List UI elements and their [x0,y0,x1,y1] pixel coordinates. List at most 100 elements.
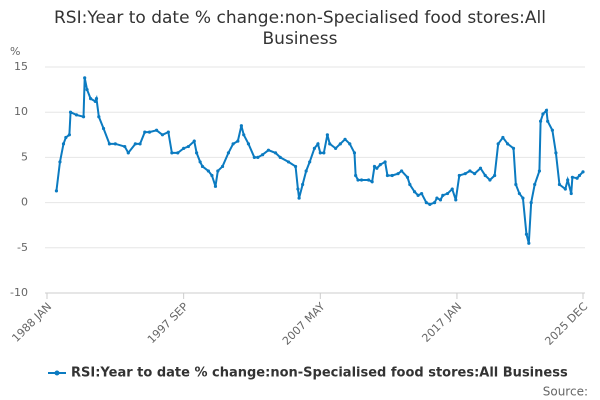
data-point [198,160,202,164]
data-point [385,173,390,178]
data-point [138,142,142,146]
data-point [408,182,412,187]
data-point [61,142,66,146]
data-point [544,108,549,112]
data-point [445,191,450,196]
data-point [483,173,487,178]
x-tick-label: 2017 JAN [419,300,464,345]
data-point [428,202,432,207]
data-point [301,182,305,187]
data-point [569,191,573,196]
data-point [493,173,497,178]
data-point [524,232,529,236]
data-point [546,119,550,123]
data-point [424,201,428,205]
data-point [83,76,87,80]
data-point [412,190,417,194]
data-point [454,198,458,202]
data-point [457,173,461,178]
data-point [566,178,570,182]
data-point [334,146,338,150]
data-point [97,115,101,119]
data-point [312,146,317,150]
data-point [147,130,152,134]
data-point [296,187,300,191]
y-tick-label: 10 [14,105,28,118]
data-point [273,151,278,155]
data-point [575,176,579,180]
data-point [420,191,424,196]
data-point [58,160,62,164]
data-point [216,169,220,173]
data-point [343,137,347,141]
data-point [195,151,199,155]
data-point [81,115,86,119]
data-point [577,173,582,178]
chart-title: RSI:Year to date % change:non-Specialise… [53,8,546,49]
data-point [517,191,521,196]
data-point [123,144,127,149]
data-point [318,151,322,155]
data-point [85,88,89,92]
data-point [370,180,374,184]
data-point [396,172,400,176]
data-point [304,169,308,173]
data-point [213,184,218,188]
data-point [416,193,420,197]
y-tick-label: -10 [10,286,28,299]
y-tick-label: 5 [21,150,28,163]
data-point [200,164,205,169]
data-point [256,155,260,159]
data-point [88,97,93,101]
data-point [468,169,472,173]
data-point [297,196,301,200]
data-point [260,153,265,157]
data-point [378,163,382,167]
data-point [581,170,585,174]
data-point [94,97,99,101]
data-point [554,151,558,155]
data-point [308,160,312,164]
data-point [550,128,554,132]
data-point [488,178,492,182]
data-point [496,142,500,146]
data-point [367,178,371,182]
data-point [242,133,246,137]
data-point [170,151,174,155]
data-point [463,172,467,176]
y-axis-label: % [10,45,20,58]
data-point [563,187,567,191]
data-point [143,130,147,134]
data-point [383,160,387,164]
x-tick-label: 1988 JAN [9,300,54,345]
data-point [154,128,159,132]
data-point [316,142,320,146]
data-point [101,126,106,131]
data-point [390,173,394,178]
x-tick-label: 1997 SEP [145,300,191,346]
data-point [501,135,505,140]
data-point [64,135,68,140]
data-point [126,151,130,155]
data-point [246,142,251,146]
data-point [375,166,379,170]
data-point [450,187,454,191]
data-point [107,142,112,146]
data-point [441,193,445,197]
data-point [557,182,562,187]
series-line [55,77,584,244]
source: Source: [543,385,588,399]
data-point [93,99,97,103]
data-point [160,133,165,137]
data-point [537,169,542,173]
data-point [356,178,360,182]
x-tick-label: 2007 MAY [280,300,328,348]
data-point [529,201,533,205]
data-point [186,144,190,149]
data-point [231,142,235,146]
data-point [399,169,404,173]
data-point [54,189,59,193]
data-point [182,146,186,150]
data-point [570,175,574,179]
data-point [533,182,537,187]
